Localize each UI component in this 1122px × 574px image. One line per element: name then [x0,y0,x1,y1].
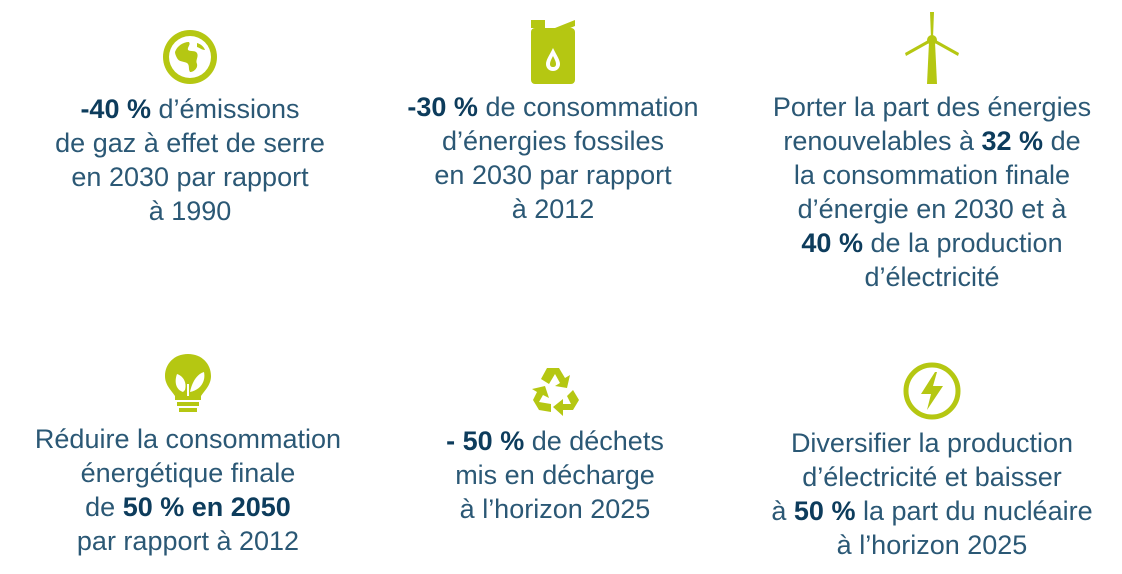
text-line: à 2012 [393,192,713,226]
highlight-value: - 50 % [446,426,525,456]
text-line: d’énergie en 2030 et à [752,192,1112,226]
wind-turbine-icon [905,12,959,84]
objective-text: Diversifier la production d’électricité e… [752,426,1112,562]
text-line: à 1990 [30,194,350,228]
objective-text: Réduire la consommation énergétique final… [28,422,348,558]
highlight-value: 40 % [801,228,863,258]
text-line: - 50 % de déchets [395,424,715,458]
text-line: la consommation finale [752,158,1112,192]
text-segment: la part du nucléaire [855,496,1093,526]
objective-emissions: -40 % d’émissions de gaz à effet de serre… [30,28,350,228]
text-segment: à [771,496,794,526]
text-segment: la consommation finale [793,160,1071,190]
text-segment: d’énergie en 2030 et à [797,194,1067,224]
text-segment: énergétique finale [80,458,296,488]
objective-text: Porter la part des énergies renouvelables… [752,90,1112,294]
highlight-value: 50 % en 2050 [122,492,291,522]
text-line: énergétique finale [28,456,348,490]
text-line: 40 % de la production [752,226,1112,260]
text-segment: mis en décharge [455,460,655,490]
text-segment: d’énergies fossiles [441,126,665,156]
lightbulb-leaf-icon [165,354,211,412]
text-line: à 50 % la part du nucléaire [752,494,1112,528]
globe-icon [163,30,217,84]
text-segment: à l’horizon 2025 [459,494,651,524]
text-line: par rapport à 2012 [28,524,348,558]
text-line: mis en décharge [395,458,715,492]
text-line: de gaz à effet de serre [30,126,350,160]
text-line: -40 % d’émissions [30,92,350,126]
objective-waste: - 50 % de déchets mis en décharge à l’hori… [395,362,715,526]
text-line: d’électricité et baisser [752,460,1112,494]
text-segment: d’émissions [150,94,300,124]
highlight-value: 32 % [981,126,1044,156]
fuel-can-icon [531,20,575,84]
objective-nuclear: Diversifier la production d’électricité e… [752,362,1112,562]
text-line: de 50 % en 2050 [28,490,348,524]
text-segment: en 2030 par rapport [71,162,309,192]
text-segment: de déchets [524,426,664,456]
text-segment: de la production [862,228,1063,258]
text-segment: de gaz à effet de serre [55,128,325,158]
text-line: Réduire la consommation [28,422,348,456]
text-segment: d’électricité et baisser [802,462,1062,492]
text-line: renouvelables à 32 % de [752,124,1112,158]
objective-text: -30 % de consommation d’énergies fossiles… [393,90,713,226]
text-line: Porter la part des énergies [752,90,1112,124]
recycle-icon [532,368,579,416]
text-line: -30 % de consommation [393,90,713,124]
text-segment: à l’horizon 2025 [836,530,1028,560]
text-segment: Diversifier la production [790,428,1074,458]
highlight-value: 50 % [793,496,856,526]
text-segment: d’électricité [864,262,1000,292]
text-segment: en 2030 par rapport [434,160,672,190]
text-segment: à 1990 [148,196,232,226]
objective-fossil: -30 % de consommation d’énergies fossiles… [393,18,713,226]
text-segment: renouvelables à [783,126,982,156]
text-segment: Porter la part des énergies [772,92,1092,122]
text-line: d’énergies fossiles [393,124,713,158]
objective-consumption: Réduire la consommation énergétique final… [28,352,348,558]
text-segment: de [85,492,123,522]
lightning-bolt-icon [903,362,961,420]
objective-renewables: Porter la part des énergies renouvelables… [752,12,1112,294]
text-line: Diversifier la production [752,426,1112,460]
text-line: à l’horizon 2025 [395,492,715,526]
text-segment: à 2012 [511,194,595,224]
text-line: à l’horizon 2025 [752,528,1112,562]
text-segment: de [1043,126,1081,156]
highlight-value: -40 % [80,94,151,124]
text-segment: Réduire la consommation [34,424,342,454]
text-segment: de consommation [477,92,699,122]
text-line: d’électricité [752,260,1112,294]
objective-text: - 50 % de déchets mis en décharge à l’hori… [395,424,715,526]
objective-text: -40 % d’émissions de gaz à effet de serre… [30,92,350,228]
highlight-value: -30 % [407,92,478,122]
text-line: en 2030 par rapport [30,160,350,194]
text-segment: par rapport à 2012 [76,526,300,556]
text-line: en 2030 par rapport [393,158,713,192]
